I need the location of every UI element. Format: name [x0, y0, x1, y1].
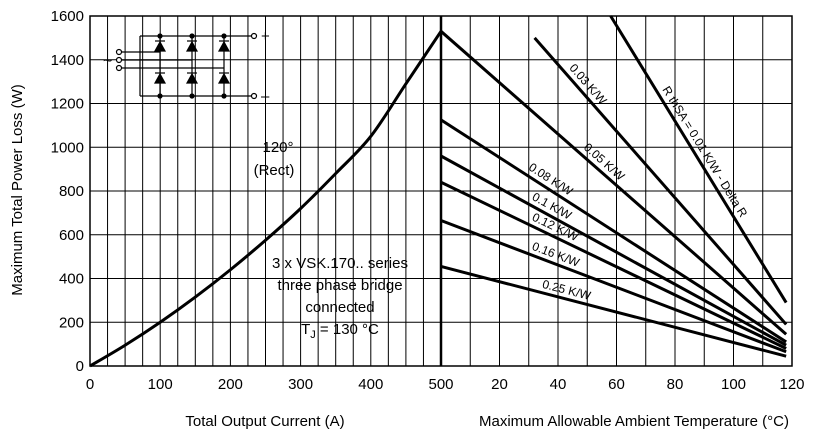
y-axis-title: Maximum Total Power Loss (W) [9, 84, 26, 295]
y-tick-label: 1200 [51, 96, 84, 113]
left-x-tick-label: 0 [86, 376, 94, 393]
device-series-label: 3 x VSK.170.. series [272, 255, 408, 272]
diode-6 [217, 72, 231, 84]
thermal-resistance-line [440, 154, 787, 347]
thermal-resistance-line [609, 15, 788, 304]
left-x-tick-label: 100 [148, 376, 173, 393]
y-tick-label: 800 [59, 183, 84, 200]
right-x-tick-label: 60 [608, 376, 625, 393]
plot-frame [89, 15, 793, 367]
thermal-resistance-label: R thSA = 0.01 K/W - Delta R [659, 84, 750, 220]
circuit-ac-symbol: ~ [103, 53, 112, 70]
diode-3 [217, 40, 231, 52]
diode-2 [185, 40, 199, 52]
left-x-tick-label: 200 [218, 376, 243, 393]
y-tick-label: 1000 [51, 139, 84, 156]
y-tick-label: 600 [59, 227, 84, 244]
power-loss-curve [89, 30, 443, 368]
y-tick-label: 400 [59, 271, 84, 288]
left-x-tick-label: 500 [428, 376, 453, 393]
y-tick-label: 1400 [51, 52, 84, 69]
left-x-tick-label: 300 [288, 376, 313, 393]
left-x-axis-title: Total Output Current (A) [185, 413, 344, 430]
y-tick-label: 0 [76, 358, 84, 375]
tj-value: = 130 °C [316, 321, 379, 338]
right-x-tick-label: 120 [779, 376, 804, 393]
diode-1 [153, 40, 167, 52]
right-x-axis-title: Maximum Allowable Ambient Temperature (°… [479, 413, 789, 430]
conduction-type-label: (Rect) [254, 162, 295, 179]
diode-4 [153, 72, 167, 84]
right-x-tick-label: 20 [491, 376, 508, 393]
diode-5 [185, 72, 199, 84]
connection-label: connected [305, 299, 374, 316]
bridge-circuit-diagram [115, 32, 258, 100]
thermal-resistance-line [533, 36, 788, 326]
right-x-tick-label: 40 [550, 376, 567, 393]
thermal-resistance-line [440, 265, 787, 358]
thermal-resistance-line [440, 30, 788, 336]
circuit-plus-label: + [261, 28, 270, 45]
y-tick-label: 200 [59, 314, 84, 331]
conduction-angle-label: 120° [262, 139, 293, 156]
thermal-resistance-line [440, 219, 787, 354]
right-x-tick-label: 100 [721, 376, 746, 393]
circuit-minus-label: – [261, 88, 270, 105]
tick-labels: 0 200 400 600 800 1000 1200 1400 1600 0 100 200 300 4… [51, 8, 805, 393]
right-x-tick-label: 80 [667, 376, 684, 393]
junction-temp-label: TJ = 130 °C [301, 321, 379, 341]
thermal-resistance-line [440, 118, 787, 344]
left-x-tick-label: 400 [358, 376, 383, 393]
bridge-diodes [153, 33, 231, 99]
configuration-label: three phase bridge [277, 277, 402, 294]
thermal-resistance-line [440, 180, 787, 350]
tj-prefix: T [301, 321, 310, 338]
y-tick-label: 1600 [51, 8, 84, 25]
tj-subscript: J [310, 329, 316, 341]
